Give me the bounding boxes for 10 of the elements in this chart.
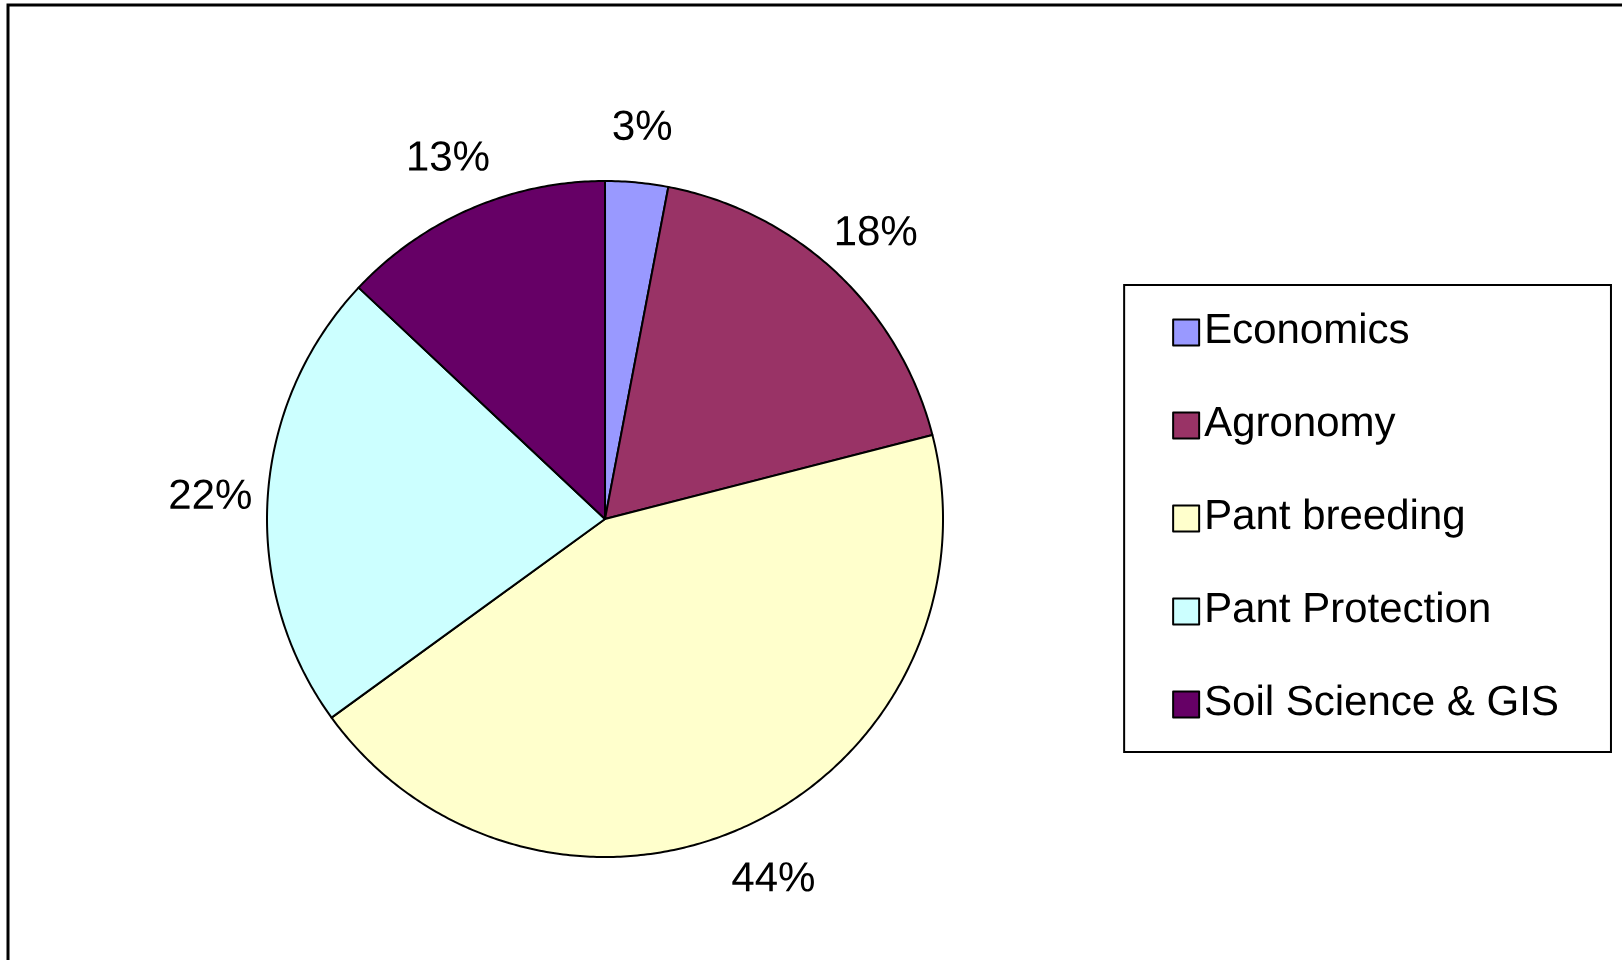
legend-label: Soil Science & GIS [1206, 684, 1557, 716]
legend-label: Agronomy [1204, 407, 1396, 445]
data-label: 13% [409, 141, 489, 171]
legend-label: Economics [1207, 312, 1408, 344]
data-label: 44% [732, 862, 814, 892]
data-label: 18% [836, 215, 917, 246]
legend-label: Pant breeding [1207, 498, 1463, 538]
legend-label: Pant Protection [1207, 591, 1489, 623]
data-label: 3% [613, 110, 672, 141]
data-label: 22% [170, 479, 251, 509]
